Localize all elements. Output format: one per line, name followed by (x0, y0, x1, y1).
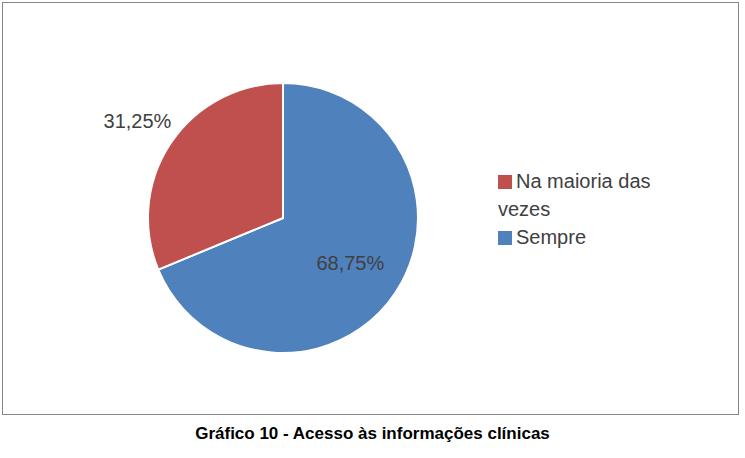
svg-text:31,25%: 31,25% (104, 110, 172, 132)
html-text:Na maioria das vezes: Na maioria das vezes (498, 169, 651, 220)
html-text:Sempre: Sempre (516, 225, 586, 248)
html-text:Gráfico 10 - Acesso às informa: Gráfico 10 - Acesso às informações clíni… (195, 424, 550, 443)
svg-text:68,75%: 68,75% (316, 252, 384, 274)
